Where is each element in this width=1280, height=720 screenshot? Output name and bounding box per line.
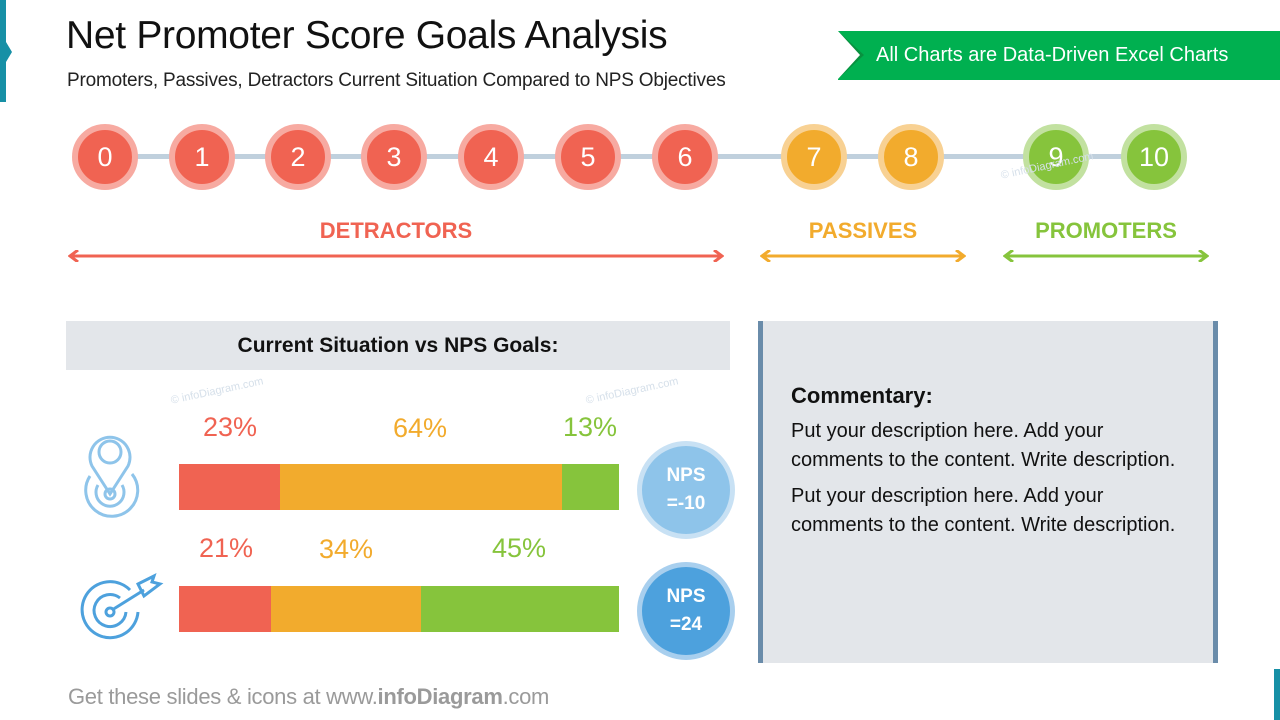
- goal-stacked-bar: [179, 586, 619, 632]
- page-title: Net Promoter Score Goals Analysis: [66, 14, 668, 57]
- watermark: © infoDiagram.com: [169, 375, 265, 407]
- score-circle-9: 9: [1023, 124, 1089, 190]
- current-promoters-pct: 13%: [563, 412, 618, 442]
- commentary-box: Commentary: Put your description here. A…: [758, 321, 1218, 663]
- score-circle-5: 5: [555, 124, 621, 190]
- nps-badge-value: =-10: [666, 493, 706, 514]
- location-pin-icon: [84, 435, 140, 518]
- banner-notch: [838, 31, 860, 79]
- goal-passives-pct: 34%: [319, 534, 374, 564]
- page-subtitle: Promoters, Passives, Detractors Current …: [67, 70, 726, 91]
- score-circle-0: 0: [72, 124, 138, 190]
- left-accent-notch: [6, 42, 12, 62]
- nps-badge-label: NPS: [666, 465, 706, 486]
- watermark: © infoDiagram.com: [584, 375, 680, 407]
- score-circle-10: 10: [1121, 124, 1187, 190]
- commentary-paragraph: Put your description here. Add your comm…: [791, 420, 1176, 471]
- score-circle-2: 2: [265, 124, 331, 190]
- excel-charts-banner: All Charts are Data-Driven Excel Charts: [838, 31, 1280, 80]
- footer-credit: Get these slides & icons at www.infoDiag…: [68, 684, 549, 710]
- target-arrow-icon: [80, 573, 164, 640]
- goal-detractors-pct: 21%: [199, 533, 254, 563]
- current-passives-segment: [280, 464, 562, 510]
- footer-prefix: Get these slides & icons at www.: [68, 684, 378, 709]
- current-passives-pct: 64%: [393, 413, 448, 443]
- score-circle-8: 8: [878, 124, 944, 190]
- promoters-range-arrow-icon: [1003, 250, 1209, 262]
- promoters-label: PROMOTERS: [1035, 218, 1177, 243]
- footer-suffix: .com: [502, 684, 550, 709]
- current-detractors-segment: [179, 464, 281, 510]
- goal-detractors-segment: [179, 586, 272, 632]
- current-detractors-pct: 23%: [203, 412, 258, 442]
- nps-badge-value: =24: [669, 614, 703, 635]
- detractors-range-arrow-icon: [68, 250, 724, 262]
- passives-range-arrow-icon: [760, 250, 966, 262]
- passives-label: PASSIVES: [808, 218, 918, 243]
- footer-brand: infoDiagram: [377, 684, 503, 709]
- score-circle-3: 3: [361, 124, 427, 190]
- bottom-accent-bar: [1274, 669, 1280, 720]
- goal-passives-segment: [271, 586, 421, 632]
- commentary-paragraph: Put your description here. Add your comm…: [791, 485, 1176, 536]
- score-circle-7: 7: [781, 124, 847, 190]
- score-circle-4: 4: [458, 124, 524, 190]
- current-stacked-bar: [179, 464, 619, 510]
- nps-badge-label: NPS: [666, 586, 706, 607]
- chart-panel-title: Current Situation vs NPS Goals:: [66, 321, 730, 370]
- banner-label: All Charts are Data-Driven Excel Charts: [876, 44, 1229, 66]
- detractors-label: DETRACTORS: [319, 218, 473, 243]
- chart-panel-title-text: Current Situation vs NPS Goals:: [237, 333, 559, 357]
- goal-promoters-pct: 45%: [492, 533, 547, 563]
- scale-line: [104, 154, 1156, 159]
- current-nps-badge: NPS =-10: [637, 441, 735, 539]
- left-accent-bar: [0, 0, 6, 102]
- commentary-title: Commentary:: [791, 383, 933, 408]
- score-circle-1: 1: [169, 124, 235, 190]
- score-circle-6: 6: [652, 124, 718, 190]
- current-promoters-segment: [561, 464, 619, 510]
- goal-promoters-segment: [420, 586, 619, 632]
- goal-nps-badge: NPS =24: [637, 562, 735, 660]
